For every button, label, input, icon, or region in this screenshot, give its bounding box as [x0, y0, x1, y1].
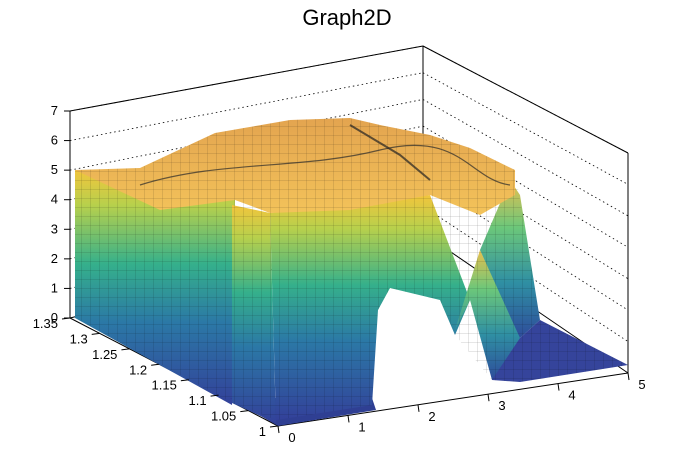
- y-tick-mark: [151, 363, 160, 366]
- z-tick-label: 6: [51, 133, 58, 148]
- grid-line-left: [69, 72, 424, 141]
- surface-wireframe: [75, 118, 628, 420]
- y-tick-mark: [240, 410, 249, 413]
- x-tick-mark: [487, 394, 490, 402]
- x-tick-mark: [277, 425, 280, 434]
- z-tick-label: 0: [51, 310, 58, 325]
- grid-line-back: [422, 99, 629, 217]
- y-tick-mark: [121, 348, 130, 351]
- grid-line-back: [422, 72, 629, 185]
- z-tick-label: 7: [51, 103, 58, 118]
- y-tick-label: 1.15: [152, 378, 177, 393]
- y-tick-mark: [210, 394, 219, 397]
- y-tick-label: 1: [259, 424, 266, 439]
- z-tick-label: 1: [51, 280, 58, 295]
- y-tick-label: 1.2: [129, 362, 147, 377]
- y-tick-label: 1.35: [33, 316, 58, 331]
- grid-line-left: [69, 45, 424, 112]
- y-axis-ticks: 1 1.05 1.1 1.15 1.2 1.25 1.3 1.35: [33, 316, 279, 439]
- x-tick-mark: [417, 404, 420, 412]
- x-axis-ticks: 0 1 2 3 4 5: [277, 372, 646, 445]
- y-tick-label: 1.1: [188, 393, 206, 408]
- z-tick-label: 2: [51, 251, 58, 266]
- y-tick-label: 1.3: [70, 331, 88, 346]
- grid-line-back: [422, 125, 629, 248]
- x-tick-label: 3: [498, 398, 505, 413]
- x-tick-mark: [627, 372, 630, 381]
- z-axis-ticks: 0 1 2 3 4 5 6 7: [51, 103, 70, 325]
- surface-mesh: [75, 118, 628, 426]
- surface-fold-line: [349, 124, 431, 181]
- x-tick-label: 2: [428, 409, 435, 424]
- z-tick-label: 4: [51, 192, 58, 207]
- x-tick-mark: [347, 415, 350, 423]
- chart-title: Graph2D: [302, 5, 391, 30]
- x-tick-label: 1: [358, 419, 365, 434]
- x-tick-label: 5: [638, 377, 645, 392]
- y-tick-mark: [180, 379, 189, 382]
- surface-ridge-line: [139, 144, 511, 186]
- y-tick-mark: [269, 425, 279, 428]
- z-tick-label: 3: [51, 221, 58, 236]
- y-tick-mark: [61, 317, 71, 320]
- z-tick-label: 5: [51, 162, 58, 177]
- x-tick-label: 4: [568, 388, 575, 403]
- x-tick-mark: [557, 383, 560, 391]
- y-tick-label: 1.05: [211, 409, 236, 424]
- y-tick-mark: [91, 332, 100, 335]
- x-tick-label: 0: [288, 430, 295, 445]
- y-tick-label: 1.25: [92, 347, 117, 362]
